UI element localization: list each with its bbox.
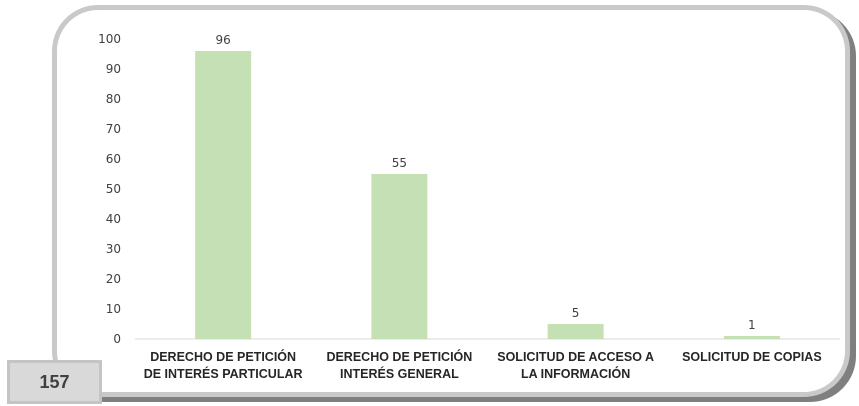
category-label: INTERÉS GENERAL	[340, 366, 459, 381]
y-tick-label: 60	[106, 152, 121, 166]
y-tick-label: 70	[106, 122, 121, 136]
data-label: 5	[572, 306, 580, 320]
y-tick-label: 10	[106, 302, 121, 316]
y-tick-label: 50	[106, 182, 121, 196]
page-number-tab: 157	[7, 360, 102, 404]
data-label: 55	[392, 156, 407, 170]
y-tick-label: 40	[106, 212, 121, 226]
category-label: DERECHO DE PETICIÓN	[150, 349, 296, 364]
data-label: 96	[215, 33, 230, 47]
category-label: LA INFORMACIÓN	[521, 366, 630, 381]
y-tick-label: 30	[106, 242, 121, 256]
y-tick-label: 90	[106, 62, 121, 76]
category-label: SOLICITUD DE COPIAS	[682, 350, 822, 364]
category-label: SOLICITUD DE ACCESO A	[497, 350, 654, 364]
category-label: DERECHO DE PETICIÓN	[326, 349, 472, 364]
category-label: DE INTERÉS PARTICULAR	[144, 366, 303, 381]
y-tick-label: 0	[113, 332, 121, 346]
y-tick-label: 100	[98, 32, 121, 46]
bar	[371, 174, 428, 339]
bar	[723, 336, 780, 339]
page-number: 157	[39, 371, 70, 392]
data-label: 1	[748, 318, 756, 332]
bar	[547, 324, 604, 339]
chart-frame	[52, 5, 850, 397]
y-tick-label: 20	[106, 272, 121, 286]
bar	[195, 51, 252, 339]
y-tick-label: 80	[106, 92, 121, 106]
